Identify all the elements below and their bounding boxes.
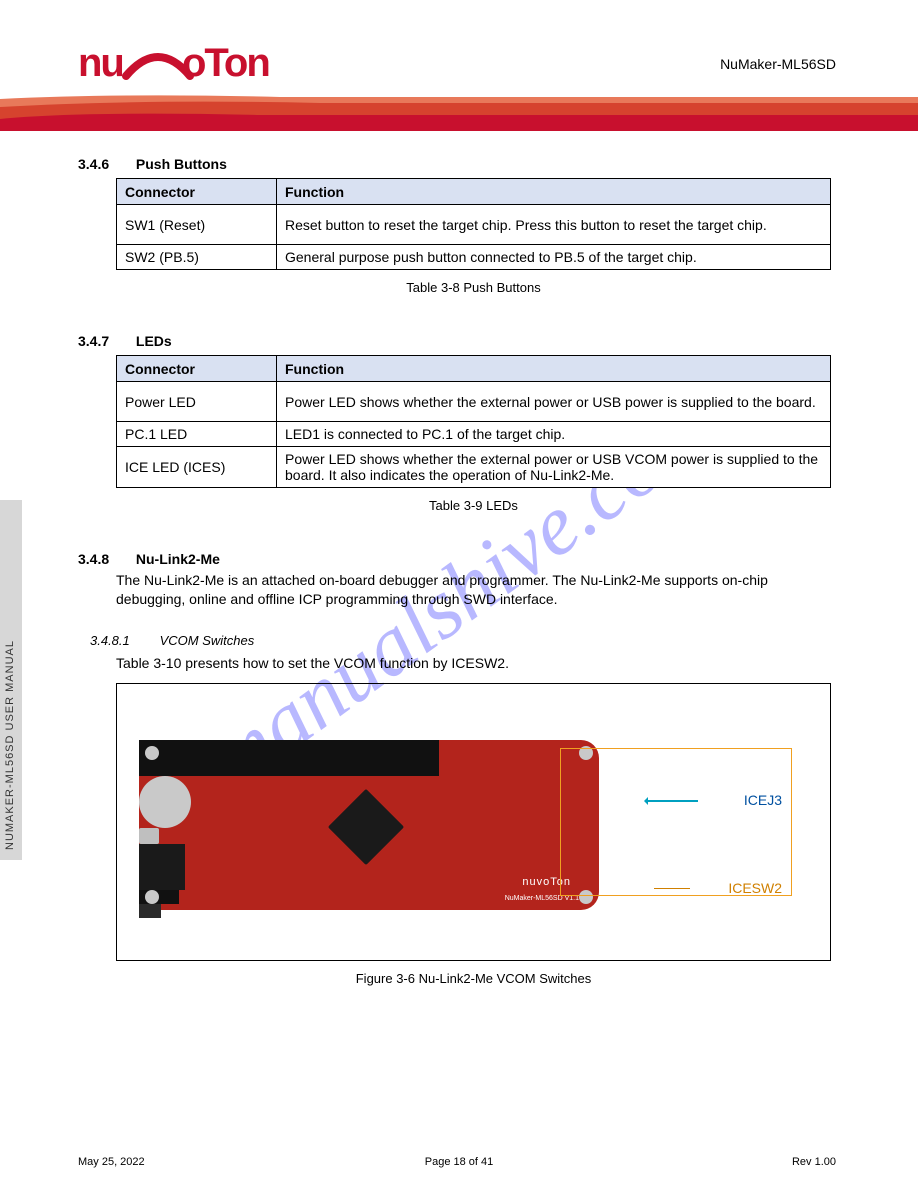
board-illustration: nuvoTon NuMaker-ML56SD V1.1	[139, 740, 599, 910]
td-function: Reset button to reset the target chip. P…	[277, 205, 831, 245]
board-model-text: NuMaker-ML56SD V1.1	[505, 895, 579, 902]
footer-revision: Rev 1.00	[792, 1156, 836, 1168]
side-tab-label: NUMAKER-ML56SD USER MANUAL	[4, 640, 16, 850]
section-heading: 3.4.8 Nu-Link2-Me	[78, 551, 840, 567]
svg-text:oTon: oTon	[182, 42, 269, 85]
footer-date: May 25, 2022	[78, 1156, 145, 1168]
td-function: Power LED shows whether the external pow…	[277, 447, 831, 488]
footer-page-number: Page 18 of 41	[425, 1156, 494, 1168]
header-banner	[0, 93, 918, 135]
section-title: Nu-Link2-Me	[136, 551, 220, 567]
subsection-number: 3.4.8.1	[90, 633, 156, 648]
callout-arrow-icon	[646, 800, 698, 802]
callout-switch-label: ICESW2	[728, 880, 782, 896]
table-caption: Table 3-8 Push Buttons	[116, 280, 831, 295]
table-caption: Table 3-9 LEDs	[116, 498, 831, 513]
section-heading: 3.4.7 LEDs	[78, 333, 840, 349]
section-push-buttons: 3.4.6 Push Buttons Connector Function SW…	[78, 156, 840, 295]
section-number: 3.4.8	[78, 551, 132, 567]
th-function: Function	[277, 356, 831, 382]
section-number: 3.4.6	[78, 156, 132, 172]
subsection-title: VCOM Switches	[160, 633, 255, 648]
th-function: Function	[277, 179, 831, 205]
callout-usb-label: ICEJ3	[744, 792, 782, 808]
td-connector: SW1 (Reset)	[117, 205, 277, 245]
section-nulink2me: 3.4.8 Nu-Link2-Me The Nu-Link2-Me is an …	[78, 551, 840, 609]
section-number: 3.4.7	[78, 333, 132, 349]
subsection-heading: 3.4.8.1 VCOM Switches	[90, 633, 840, 648]
nuvoton-logo: nu oTon	[78, 42, 298, 86]
svg-text:nu: nu	[78, 42, 123, 85]
section-vcom-switches: 3.4.8.1 VCOM Switches Table 3-10 present…	[78, 633, 840, 986]
th-connector: Connector	[117, 179, 277, 205]
push-buttons-table: Connector Function SW1 (Reset) Reset but…	[116, 178, 831, 270]
callout-line-icon	[654, 888, 690, 889]
side-tab: NUMAKER-ML56SD USER MANUAL	[0, 500, 22, 860]
leds-table: Connector Function Power LED Power LED s…	[116, 355, 831, 488]
td-connector: Power LED	[117, 382, 277, 422]
td-function: General purpose push button connected to…	[277, 245, 831, 270]
figure-caption: Figure 3-6 Nu-Link2-Me VCOM Switches	[116, 971, 831, 986]
th-connector: Connector	[117, 356, 277, 382]
section-title: LEDs	[136, 333, 172, 349]
td-connector: PC.1 LED	[117, 422, 277, 447]
section-heading: 3.4.6 Push Buttons	[78, 156, 840, 172]
subsection-paragraph: Table 3-10 presents how to set the VCOM …	[116, 654, 831, 673]
td-function: LED1 is connected to PC.1 of the target …	[277, 422, 831, 447]
figure-box: nuvoTon NuMaker-ML56SD V1.1 ICEJ3 ICESW2	[116, 683, 831, 961]
td-connector: SW2 (PB.5)	[117, 245, 277, 270]
td-connector: ICE LED (ICES)	[117, 447, 277, 488]
doc-title: NuMaker-ML56SD	[720, 56, 836, 72]
section-paragraph: The Nu-Link2-Me is an attached on-board …	[116, 571, 831, 609]
td-function: Power LED shows whether the external pow…	[277, 382, 831, 422]
section-title: Push Buttons	[136, 156, 227, 172]
section-leds: 3.4.7 LEDs Connector Function Power LED …	[78, 333, 840, 513]
callout-highlight-box	[560, 748, 792, 896]
